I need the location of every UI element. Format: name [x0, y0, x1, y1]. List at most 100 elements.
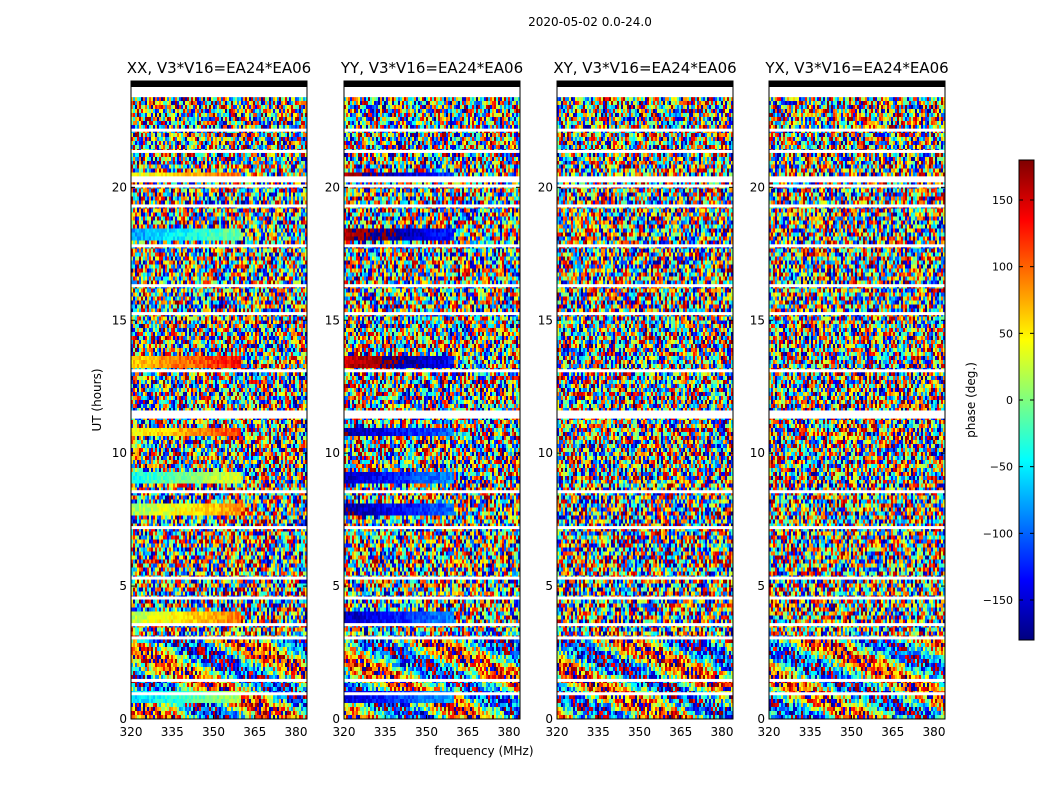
flagged-gap	[344, 410, 520, 419]
flagged-gap	[344, 636, 520, 640]
flagged-gap	[344, 284, 520, 288]
flagged-gap	[769, 87, 945, 97]
figure-suptitle: 2020-05-02 0.0-24.0	[528, 15, 652, 29]
x-tick-label: 350	[415, 725, 438, 739]
flagged-gap	[557, 369, 733, 373]
flagged-gap	[344, 623, 520, 627]
flagged-gap	[557, 678, 733, 682]
colorbar-tick-label: −100	[983, 527, 1013, 540]
flagged-gap	[769, 204, 945, 208]
panel-title: YY, V3*V16=EA24*EA06	[340, 59, 523, 77]
colorbar-tick-label: 150	[992, 194, 1013, 207]
y-tick-label: 15	[112, 313, 127, 327]
flagged-gap	[557, 176, 733, 183]
flagged-gap	[769, 636, 945, 640]
x-tick-label: 380	[923, 725, 946, 739]
colorbar-tick-label: −50	[990, 461, 1013, 474]
flagged-gap	[131, 87, 307, 97]
panel-xy: XY, V3*V16=EA24*EA06 320 335 350 365 380 0 5 10 1…	[538, 59, 737, 739]
panel-title: YX, V3*V16=EA24*EA06	[764, 59, 948, 77]
flagged-band	[344, 81, 520, 87]
flagged-gap	[557, 184, 733, 188]
colorbar-tick-label: 0	[1006, 394, 1013, 407]
colorbar-label: phase (deg.)	[964, 362, 978, 438]
y-tick-label: 10	[538, 446, 553, 460]
x-tick-label: 380	[285, 725, 308, 739]
y-tick-label: 0	[545, 712, 553, 726]
x-tick-label: 320	[758, 725, 781, 739]
flagged-gap	[769, 576, 945, 580]
flagged-gap	[344, 369, 520, 373]
flagged-gap	[557, 284, 733, 288]
flagged-gap	[769, 692, 945, 696]
flagged-gap	[769, 176, 945, 183]
flagged-gap	[769, 184, 945, 188]
colorbar: 150 100 50 0 −50 −100 −150 phase (deg.)	[964, 159, 1035, 641]
panel-yx: YX, V3*V16=EA24*EA06 320 335 350 365 380 0 5 10 1…	[750, 59, 949, 739]
flagged-gap	[769, 312, 945, 316]
flagged-gap	[769, 678, 945, 682]
y-tick-label: 5	[119, 579, 127, 593]
flagged-gap	[131, 410, 307, 419]
flagged-gap	[769, 369, 945, 373]
flagged-gap	[557, 576, 733, 580]
y-tick-label: 15	[750, 313, 765, 327]
flagged-gap	[769, 596, 945, 600]
colorbar-tick-label: 100	[992, 261, 1013, 274]
flagged-gap	[131, 678, 307, 682]
flagged-gap	[769, 410, 945, 419]
flagged-band	[131, 81, 307, 87]
x-tick-label: 335	[587, 725, 610, 739]
panel-yy: YY, V3*V16=EA24*EA06 320 335 350 365 380 0 5 10 1…	[325, 59, 523, 739]
flagged-gap	[344, 244, 520, 248]
y-tick-label: 20	[325, 180, 340, 194]
flagged-gap	[131, 244, 307, 248]
y-tick-label: 0	[332, 712, 340, 726]
x-tick-label: 350	[628, 725, 651, 739]
y-tick-label: 20	[750, 180, 765, 194]
x-tick-label: 365	[456, 725, 479, 739]
x-tick-label: 320	[120, 725, 143, 739]
panel-frame	[130, 80, 308, 720]
x-tick-label: 320	[333, 725, 356, 739]
x-tick-label: 335	[161, 725, 184, 739]
flagged-gap	[769, 623, 945, 627]
flagged-gap	[344, 204, 520, 208]
panel-frame	[768, 80, 946, 720]
flagged-gap	[769, 526, 945, 530]
x-tick-label: 320	[546, 725, 569, 739]
flagged-gap	[557, 410, 733, 419]
y-tick-label: 10	[750, 446, 765, 460]
y-tick-label: 20	[112, 180, 127, 194]
y-tick-label: 15	[538, 313, 553, 327]
y-tick-label: 10	[112, 446, 127, 460]
flagged-gap	[131, 204, 307, 208]
x-tick-label: 380	[711, 725, 734, 739]
flagged-gap	[344, 576, 520, 580]
flagged-gap	[131, 369, 307, 373]
flagged-gap	[131, 623, 307, 627]
y-tick-label: 0	[119, 712, 127, 726]
panel-title: XX, V3*V16=EA24*EA06	[127, 59, 311, 77]
flagged-gap	[769, 149, 945, 153]
flagged-band	[769, 81, 945, 87]
flagged-gap	[344, 692, 520, 696]
y-tick-label: 0	[757, 712, 765, 726]
flagged-band	[557, 81, 733, 87]
flagged-gap	[557, 128, 733, 132]
flagged-gap	[131, 692, 307, 696]
x-axis-label: frequency (MHz)	[434, 744, 533, 758]
flagged-gap	[344, 87, 520, 97]
flagged-gap	[344, 149, 520, 153]
colorbar-tick-label: −150	[983, 594, 1013, 607]
flagged-gap	[344, 526, 520, 530]
y-tick-label: 15	[325, 313, 340, 327]
flagged-gap	[557, 596, 733, 600]
x-tick-label: 350	[202, 725, 225, 739]
y-axis-label: UT (hours)	[90, 368, 104, 431]
x-tick-label: 365	[669, 725, 692, 739]
flagged-gap	[769, 284, 945, 288]
x-tick-label: 365	[881, 725, 904, 739]
x-tick-label: 335	[374, 725, 397, 739]
